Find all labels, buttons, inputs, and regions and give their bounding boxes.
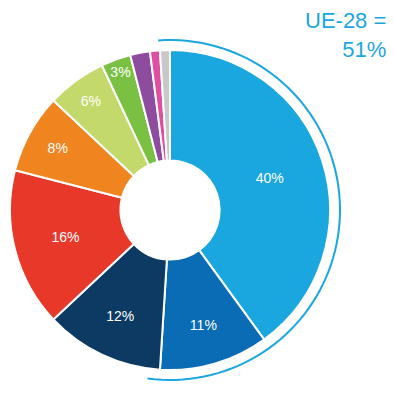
svg-text:12%: 12% (106, 308, 134, 324)
svg-text:UE-28 =51%: UE-28 =51% (305, 8, 386, 62)
svg-text:16%: 16% (51, 229, 79, 245)
svg-text:11%: 11% (190, 317, 217, 333)
svg-text:8%: 8% (48, 140, 68, 156)
svg-text:40%: 40% (256, 170, 284, 186)
svg-text:3%: 3% (110, 64, 130, 80)
svg-text:6%: 6% (81, 93, 101, 109)
